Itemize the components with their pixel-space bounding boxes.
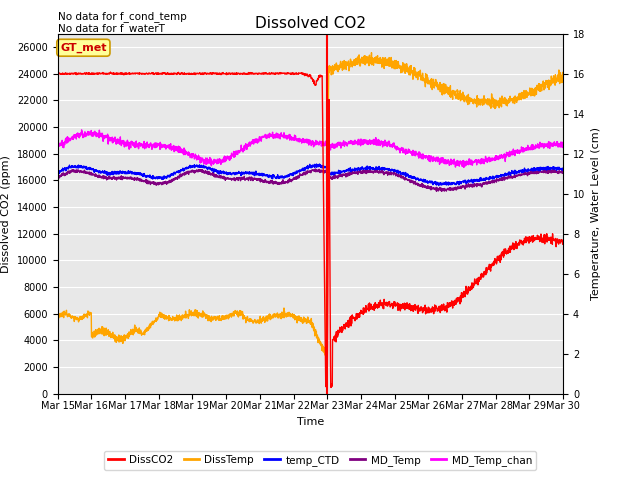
DissTemp [286, 311, 294, 316]
DissCO2 [452, 301, 460, 307]
DissTemp [559, 72, 567, 78]
MD_Temp_chan [54, 144, 61, 150]
Line: DissTemp: DissTemp [58, 53, 563, 355]
MD_Temp [438, 189, 445, 194]
DissTemp [545, 82, 552, 88]
Legend: DissCO2, DissTemp, temp_CTD, MD_Temp, MD_Temp_chan: DissCO2, DissTemp, temp_CTD, MD_Temp, MD… [104, 451, 536, 470]
MD_Temp_chan [78, 127, 86, 133]
MD_Temp [54, 176, 61, 181]
DissCO2 [545, 236, 552, 242]
DissCO2 [545, 237, 553, 243]
temp_CTD [54, 170, 61, 176]
DissCO2 [79, 71, 87, 77]
MD_Temp [545, 170, 552, 176]
DissTemp [321, 352, 329, 358]
MD_Temp_chan [452, 161, 460, 167]
DissTemp [367, 50, 375, 56]
MD_Temp_chan [545, 139, 552, 144]
MD_Temp_chan [559, 141, 567, 146]
MD_Temp [79, 170, 87, 176]
DissCO2 [287, 70, 294, 76]
DissCO2 [107, 69, 115, 75]
Y-axis label: Dissolved CO2 (ppm): Dissolved CO2 (ppm) [1, 155, 12, 273]
Line: MD_Temp_chan: MD_Temp_chan [58, 130, 563, 168]
Line: MD_Temp: MD_Temp [58, 169, 563, 192]
DissTemp [54, 314, 61, 320]
Title: Dissolved CO2: Dissolved CO2 [255, 16, 366, 31]
temp_CTD [545, 166, 552, 171]
MD_Temp_chan [300, 136, 308, 142]
X-axis label: Time: Time [297, 417, 324, 427]
DissTemp [545, 86, 553, 92]
temp_CTD [435, 183, 443, 189]
DissCO2 [300, 71, 308, 77]
Text: No data for f_cond_temp: No data for f_cond_temp [58, 11, 186, 22]
temp_CTD [300, 167, 307, 173]
Line: temp_CTD: temp_CTD [58, 164, 563, 186]
DissTemp [300, 320, 307, 325]
Line: DissCO2: DissCO2 [58, 72, 563, 387]
DissCO2 [559, 241, 567, 247]
Text: No data for f_waterT: No data for f_waterT [58, 23, 164, 34]
temp_CTD [313, 161, 321, 167]
MD_Temp_chan [545, 139, 553, 144]
MD_Temp [545, 168, 553, 174]
DissCO2 [327, 384, 335, 390]
Y-axis label: Temperature, Water Level (cm): Temperature, Water Level (cm) [591, 127, 601, 300]
MD_Temp [452, 187, 460, 193]
MD_Temp [559, 168, 567, 174]
temp_CTD [452, 181, 460, 187]
MD_Temp_chan [287, 132, 294, 138]
DissTemp [452, 95, 460, 100]
Text: GT_met: GT_met [60, 43, 107, 53]
DissTemp [79, 315, 87, 321]
temp_CTD [545, 167, 553, 172]
temp_CTD [286, 171, 294, 177]
DissCO2 [54, 71, 61, 76]
temp_CTD [79, 163, 87, 169]
MD_Temp [312, 166, 319, 172]
MD_Temp [286, 178, 294, 183]
MD_Temp_chan [460, 165, 468, 170]
MD_Temp [300, 169, 307, 175]
temp_CTD [559, 168, 567, 173]
MD_Temp_chan [80, 134, 88, 140]
